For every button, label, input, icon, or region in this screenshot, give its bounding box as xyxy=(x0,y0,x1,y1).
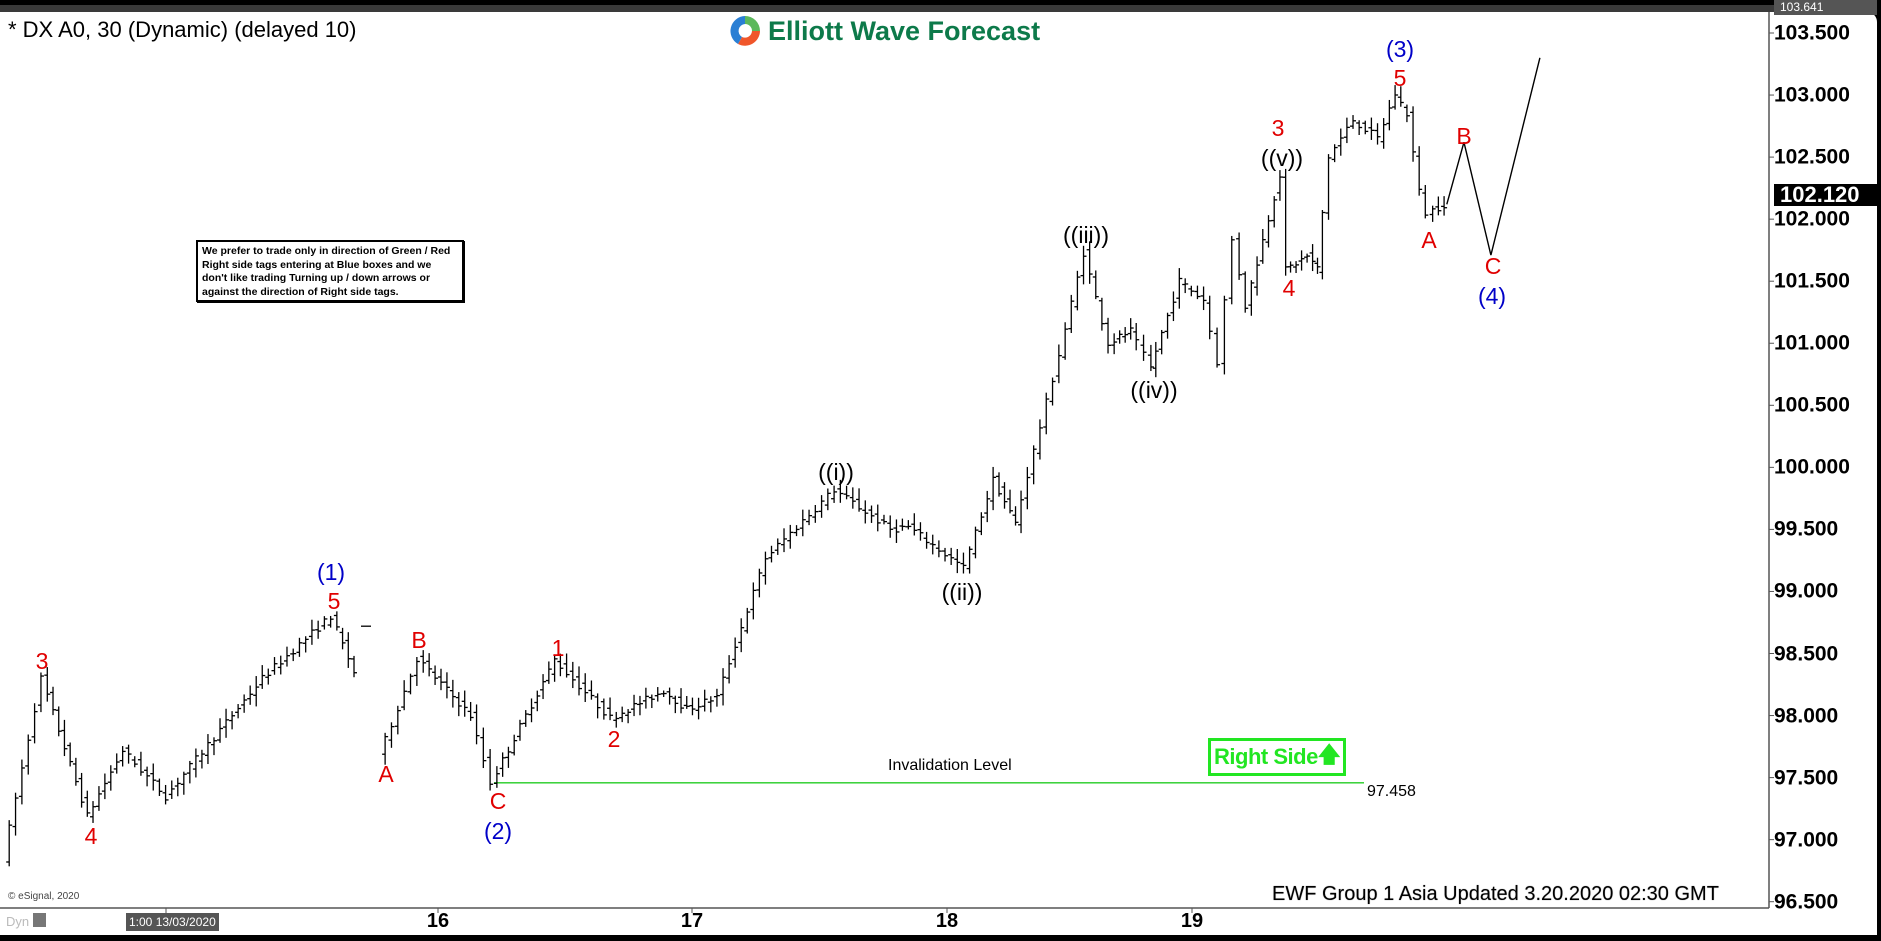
right-side-tag: Right Side 🡅 xyxy=(1208,738,1346,776)
y-tick-label: 100.500 xyxy=(1774,393,1850,417)
wave-label: C xyxy=(1484,253,1502,279)
window-top-bar xyxy=(0,5,1877,13)
wave-label: ((v)) xyxy=(1260,145,1304,171)
wave-label: B xyxy=(411,627,427,653)
y-tick-label: 102.000 xyxy=(1774,207,1850,231)
y-tick-label: 98.000 xyxy=(1774,704,1839,728)
wave-label: 3 xyxy=(35,648,49,674)
invalidation-label: Invalidation Level xyxy=(888,757,1012,774)
logo-text: Elliott Wave Forecast xyxy=(768,15,1041,46)
wave-label: ((iii)) xyxy=(1063,222,1109,248)
trading-note: We prefer to trade only in direction of … xyxy=(196,240,464,302)
logo: Elliott Wave Forecast xyxy=(728,14,1040,48)
updated-timestamp: EWF Group 1 Asia Updated 3.20.2020 02:30… xyxy=(1272,883,1719,905)
wave-label: (2) xyxy=(483,818,513,844)
wave-label: ((i)) xyxy=(818,459,854,485)
y-tick-label: 101.500 xyxy=(1774,269,1850,293)
wave-label: (1) xyxy=(316,559,346,585)
y-tick-label: 101.000 xyxy=(1774,331,1850,355)
wave-label: 2 xyxy=(607,726,621,752)
y-tick-label: 99.000 xyxy=(1774,579,1839,603)
y-tick-label: 99.500 xyxy=(1774,517,1839,541)
x-tick-label: 17 xyxy=(680,910,704,932)
lock-icon[interactable] xyxy=(33,913,46,927)
wave-label: (3) xyxy=(1385,36,1415,62)
wave-label: (4) xyxy=(1477,283,1507,309)
y-tick-label: 96.500 xyxy=(1774,890,1839,914)
x-tick-label: 19 xyxy=(1180,910,1204,932)
wave-label: 5 xyxy=(1393,65,1407,91)
projection-path xyxy=(1446,57,1541,256)
wave-label: ((iv)) xyxy=(1130,377,1178,403)
wave-label: 5 xyxy=(327,588,341,614)
x-start-label: 1:00 13/03/2020 xyxy=(126,913,219,931)
right-side-label: Right Side xyxy=(1214,744,1318,769)
wave-label: B xyxy=(1456,123,1472,149)
dyn-label: Dyn xyxy=(6,914,30,929)
wave-label: 3 xyxy=(1271,115,1285,141)
top-price-tag: 103.641 xyxy=(1774,0,1877,15)
y-tick-label: 103.000 xyxy=(1774,83,1850,107)
wave-label: A xyxy=(1421,227,1437,253)
x-tick-label: 18 xyxy=(935,910,959,932)
wave-label: C xyxy=(489,788,507,814)
invalidation-value: 97.458 xyxy=(1367,783,1416,800)
x-tick-label: 16 xyxy=(426,910,450,932)
wave-label: ((ii)) xyxy=(941,579,983,605)
y-tick-label: 97.000 xyxy=(1774,828,1839,852)
y-tick-label: 102.500 xyxy=(1774,145,1850,169)
wave-label: 1 xyxy=(551,635,565,661)
chart-title: * DX A0, 30 (Dynamic) (delayed 10) xyxy=(8,17,357,42)
y-tick-label: 100.000 xyxy=(1774,455,1850,479)
y-tick-label: 103.500 xyxy=(1774,21,1850,45)
wave-label: 4 xyxy=(1282,275,1296,301)
chart-frame xyxy=(0,12,1877,935)
arrow-up-icon: 🡅 xyxy=(1317,742,1341,767)
logo-swirl-icon xyxy=(730,16,760,46)
y-tick-label: 98.500 xyxy=(1774,642,1839,665)
current-price-tag: 102.120 xyxy=(1774,184,1877,206)
wave-label: A xyxy=(378,761,394,787)
wave-label: 4 xyxy=(84,823,98,849)
copyright: © eSignal, 2020 xyxy=(8,891,80,902)
y-tick-label: 97.500 xyxy=(1774,766,1839,790)
